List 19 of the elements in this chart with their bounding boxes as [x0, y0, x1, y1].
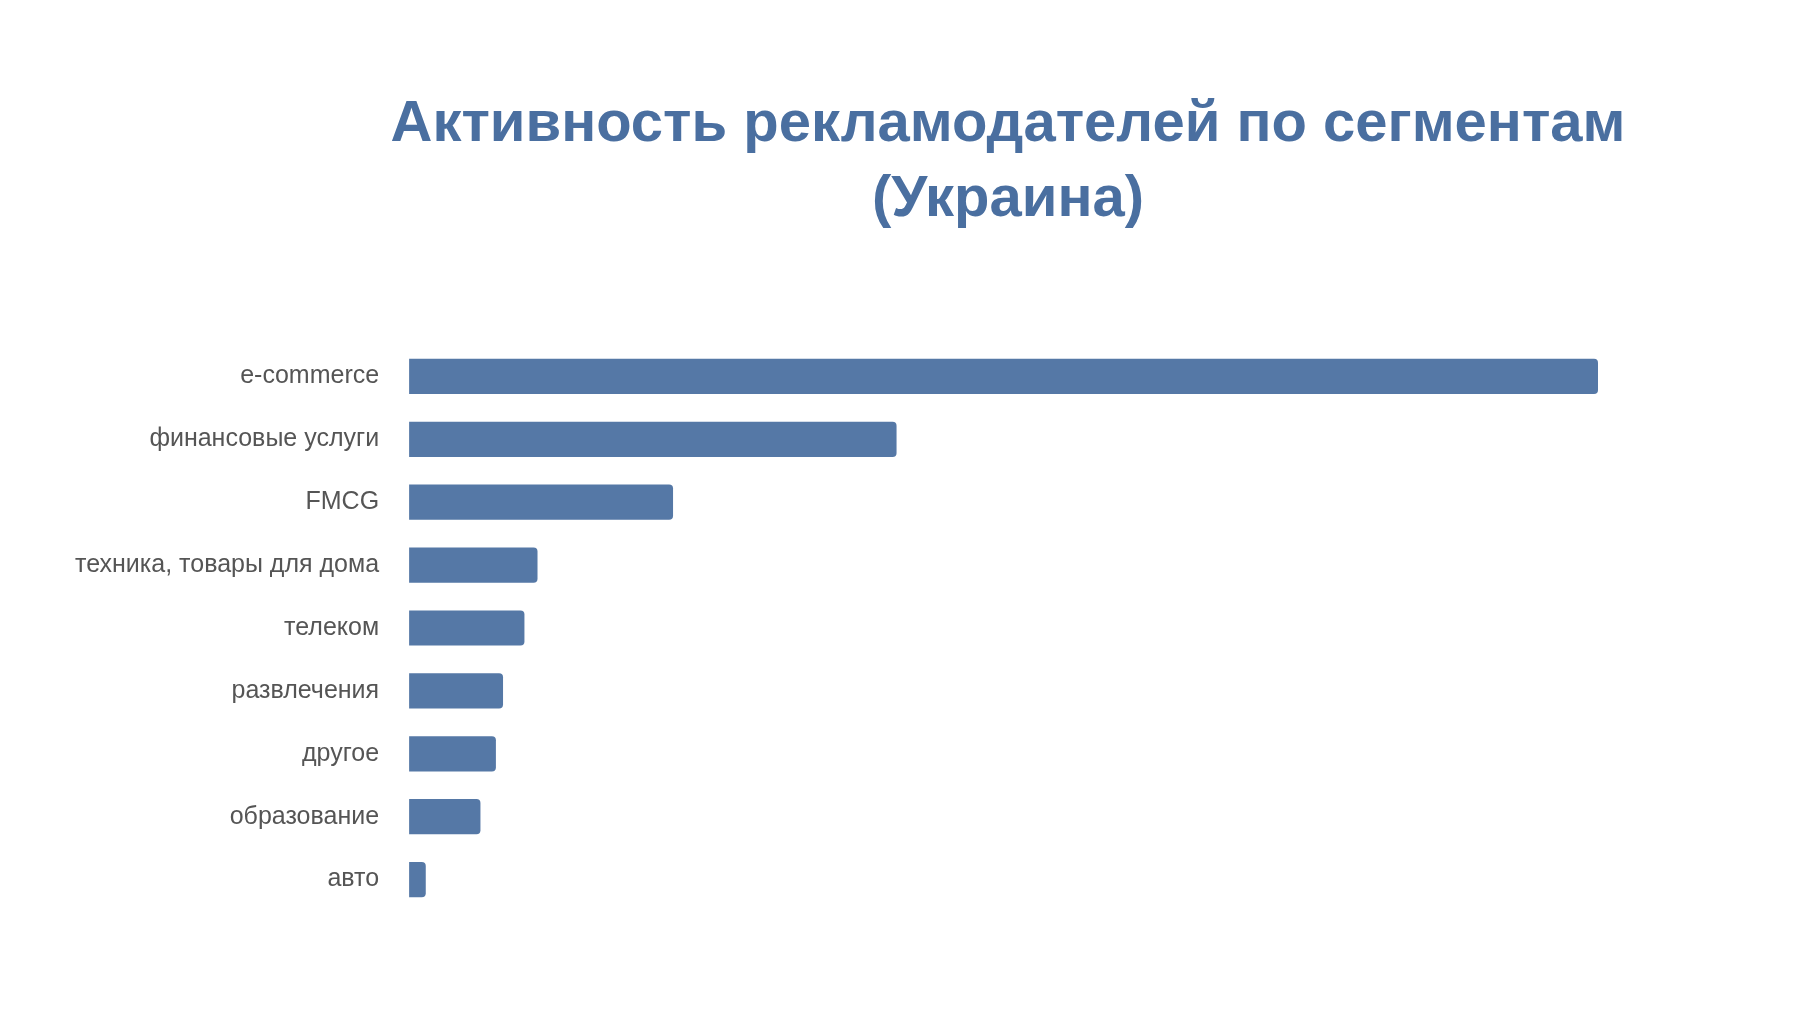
bar	[409, 421, 897, 457]
y-tick-label: развлечения	[231, 674, 380, 703]
y-tick-label: e-commerce	[240, 360, 380, 389]
bar	[409, 673, 504, 709]
y-tick-label: другое	[302, 737, 380, 766]
bar	[409, 547, 538, 583]
chart-title: Активность рекламодателей по сегментам (Украина)	[389, 86, 1627, 230]
bar	[409, 484, 674, 520]
bar	[409, 861, 426, 898]
y-tick-label: техника, товары для дома	[74, 549, 380, 577]
bar	[409, 610, 525, 646]
y-tick-label: финансовые услуги	[149, 423, 380, 452]
y-tick-label: FMCG	[305, 486, 380, 515]
bar	[409, 358, 1598, 395]
bar	[409, 736, 496, 772]
y-tick-label: образование	[229, 800, 380, 829]
bar	[409, 799, 481, 835]
y-tick-label: авто	[327, 863, 380, 892]
y-tick-label: телеком	[284, 611, 380, 640]
